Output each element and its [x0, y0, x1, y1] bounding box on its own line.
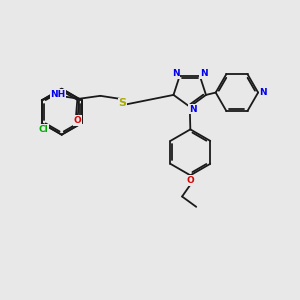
Text: O: O: [74, 116, 82, 125]
Text: S: S: [118, 98, 127, 109]
Text: N: N: [260, 88, 267, 97]
Text: N: N: [200, 69, 208, 78]
Text: NH: NH: [50, 90, 66, 99]
Text: N: N: [172, 69, 179, 78]
Text: N: N: [189, 105, 196, 114]
Text: O: O: [187, 176, 194, 185]
Text: Cl: Cl: [38, 125, 48, 134]
